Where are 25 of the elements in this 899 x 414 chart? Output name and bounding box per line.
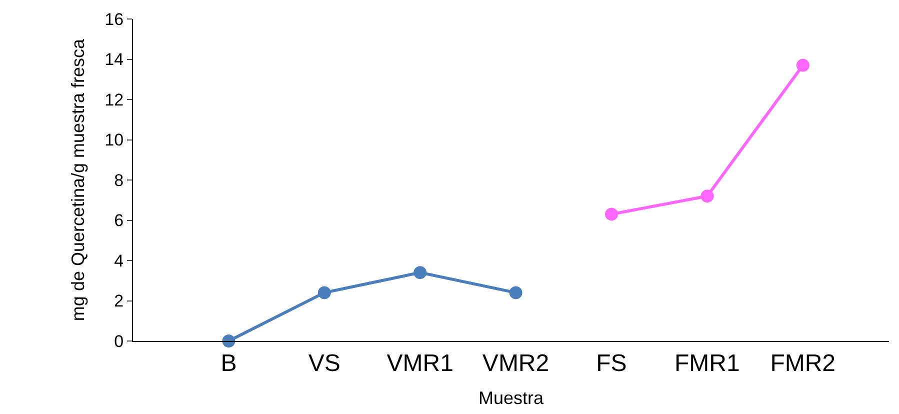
x-tick-label: VS — [308, 350, 340, 377]
point — [509, 286, 522, 300]
x-axis-title: Muestra — [478, 388, 544, 408]
y-tick-label: 4 — [114, 251, 124, 270]
point — [604, 208, 618, 221]
y-tick-label: 0 — [114, 332, 124, 351]
x-tick-label: FS — [596, 350, 627, 377]
y-tick-label: 8 — [114, 170, 124, 190]
point — [318, 286, 331, 300]
x-tick-label: VMR2 — [482, 350, 550, 377]
x-tick-label: FMR1 — [674, 350, 740, 377]
y-tick-label: 2 — [114, 292, 124, 311]
y-tick-label: 12 — [104, 90, 124, 110]
x-tick-label: FMR2 — [770, 350, 836, 377]
y-tick-label: 10 — [104, 130, 124, 150]
point — [414, 266, 427, 280]
y-tick-label: 16 — [104, 10, 124, 29]
x-tick-label: VMR1 — [386, 350, 454, 377]
x-tick-label: B — [220, 350, 237, 377]
y-tick-label: 14 — [104, 50, 124, 70]
y-axis-title: mg de Quercetina/g muestra fresca — [68, 38, 88, 322]
point — [796, 58, 810, 72]
point — [700, 190, 714, 203]
point — [222, 334, 236, 348]
y-tick-label: 6 — [114, 211, 124, 230]
